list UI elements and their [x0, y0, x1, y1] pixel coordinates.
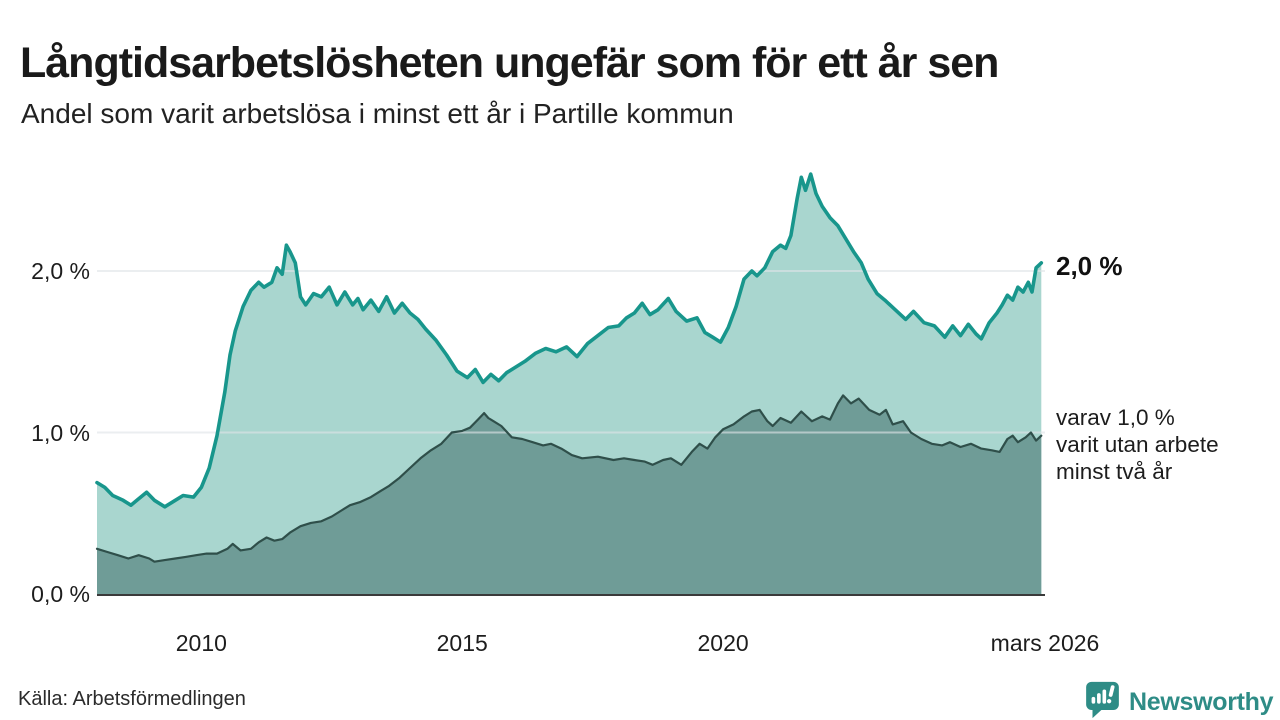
arbetslosa-minst-ett-ar-area	[97, 174, 1042, 594]
subseries-annotation-line: varit utan arbete	[1056, 432, 1219, 457]
subseries-annotation-line: varav 1,0 %	[1056, 405, 1175, 430]
chart-subtitle: Andel som varit arbetslösa i minst ett å…	[21, 98, 734, 129]
subseries-annotation: varav 1,0 % varit utan arbete minst två …	[1056, 404, 1219, 485]
y-axis-tick-label: 2,0 %	[31, 258, 90, 284]
source-note: Källa: Arbetsförmedlingen	[18, 688, 246, 710]
y-axis-tick-label: 0,0 %	[31, 581, 90, 607]
newsworthy-speech-bubble-chart-icon	[1084, 680, 1121, 720]
arbetslosa-minst-ett-ar-line	[95, 172, 1044, 509]
utan-arbete-minst-tva-ar-line	[95, 394, 1043, 563]
latest-value-label: 2,0 %	[1056, 251, 1123, 281]
y-axis-tick-label: 1,0 %	[31, 419, 90, 446]
newsworthy-logo: Newsworthy	[1084, 680, 1274, 720]
newsworthy-wordmark: Newsworthy	[1129, 688, 1274, 716]
utan-arbete-minst-tva-ar-area	[97, 395, 1042, 594]
chart-title: Långtidsarbetslösheten ungefär som för e…	[20, 38, 999, 87]
x-axis-tick-label: 2015	[436, 630, 488, 656]
x-axis-tick-label: mars 2026	[990, 630, 1100, 656]
x-axis-tick-label: 2010	[175, 630, 227, 656]
x-axis-tick-label: 2020	[697, 630, 749, 656]
subseries-annotation-line: minst två år	[1056, 459, 1173, 484]
